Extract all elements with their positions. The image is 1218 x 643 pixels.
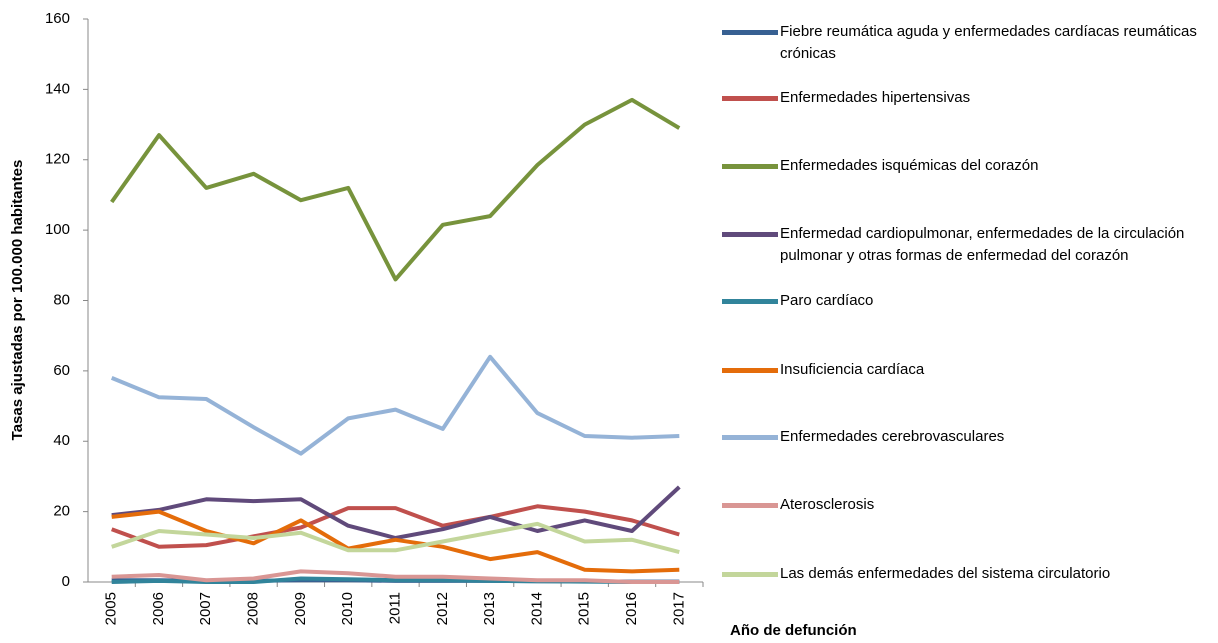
- x-tick-label: 2015: [576, 592, 593, 625]
- x-tick-label: 2014: [528, 592, 545, 625]
- legend-label: Fiebre reumática aguda y enfermedades ca…: [780, 23, 1197, 62]
- legend-swatch: [722, 163, 778, 169]
- legend-label: Insuficiencia cardíaca: [780, 361, 925, 378]
- legend-swatch: [722, 95, 778, 101]
- legend-label: Enfermedades hipertensivas: [780, 89, 971, 106]
- x-tick-label: 2010: [339, 592, 356, 625]
- series-line: [111, 509, 680, 574]
- x-tick-label: 2009: [292, 592, 309, 625]
- legend-swatch: [722, 434, 778, 440]
- series-line: [110, 97, 681, 282]
- legend-label: Enfermedades cerebrovasculares: [780, 428, 1005, 445]
- legend-label: Paro cardíaco: [780, 292, 874, 309]
- legend-swatch: [722, 29, 778, 35]
- x-axis-label: Año de defunción: [730, 622, 857, 639]
- legend-swatch: [722, 571, 778, 577]
- y-tick-label: 0: [62, 573, 70, 590]
- x-tick-label: 2005: [103, 592, 120, 625]
- legend-swatch: [722, 231, 778, 237]
- series-line: [110, 354, 680, 456]
- legend-swatch: [722, 502, 778, 508]
- legend-label: Enfermedades isquémicas del corazón: [780, 157, 1039, 174]
- x-tick-label: 2013: [481, 592, 498, 625]
- x-tick-label: 2008: [245, 592, 262, 625]
- y-tick-label: 120: [45, 151, 70, 168]
- series-line: [111, 521, 680, 555]
- y-tick-label: 60: [53, 362, 70, 379]
- y-axis-label: Tasas ajustadas por 100.000 habitantes: [9, 160, 26, 441]
- legend-label: Las demás enfermedades del sistema circu…: [780, 565, 1111, 582]
- y-tick-label: 160: [45, 10, 70, 27]
- series-line: [111, 504, 680, 549]
- x-tick-label: 2006: [150, 592, 167, 625]
- y-tick-label: 80: [53, 291, 70, 308]
- x-tick-label: 2007: [197, 592, 214, 625]
- legend-label: Aterosclerosis: [780, 496, 875, 513]
- y-tick-label: 140: [45, 80, 70, 97]
- legend-label: Enfermedad cardiopulmonar, enfermedades …: [780, 225, 1185, 264]
- x-tick-label: 2017: [670, 592, 687, 625]
- legend-swatch: [722, 367, 778, 373]
- x-tick-label: 2016: [623, 592, 640, 625]
- x-tick-label: 2011: [386, 592, 403, 624]
- y-tick-label: 20: [53, 503, 70, 520]
- x-tick-label: 2012: [434, 592, 451, 625]
- legend-swatch: [722, 298, 778, 304]
- y-tick-label: 100: [45, 221, 70, 238]
- series-line: [111, 569, 680, 584]
- y-tick-label: 40: [53, 432, 70, 449]
